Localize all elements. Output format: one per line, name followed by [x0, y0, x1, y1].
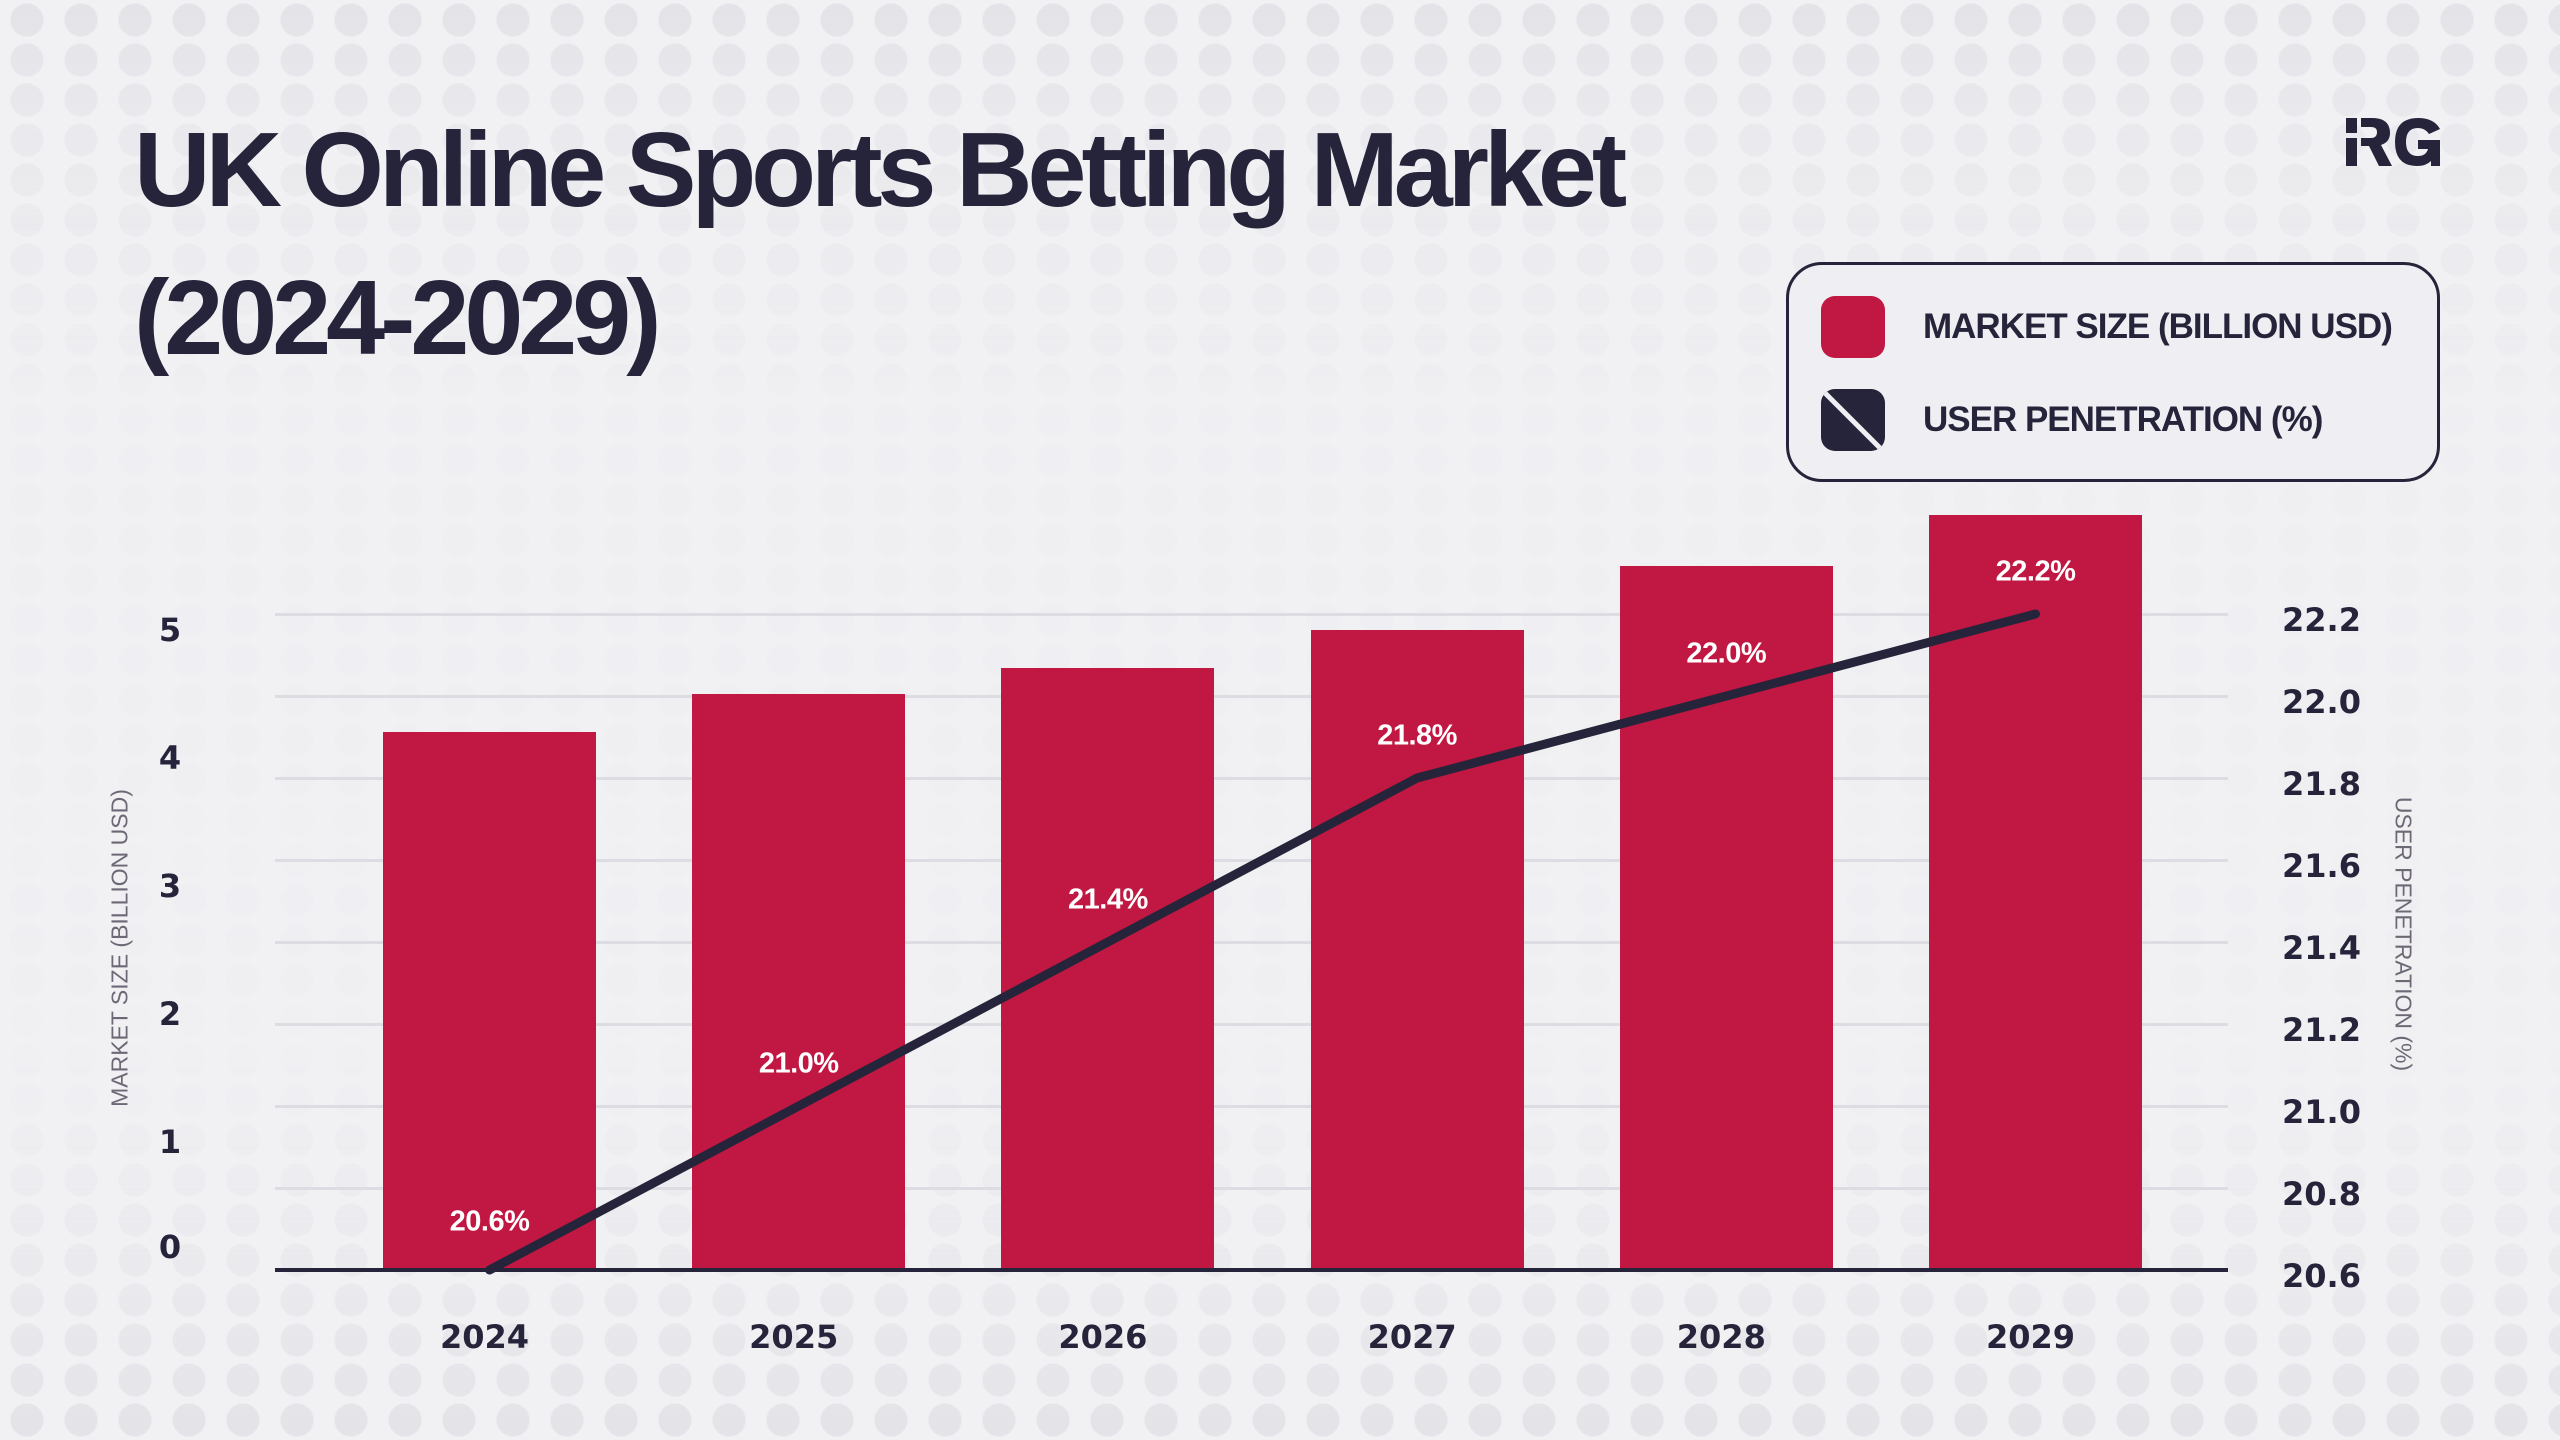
left-axis-tick: 0 [158, 1228, 182, 1266]
legend-item-market-size[interactable]: MARKET SIZE (BILLION USD) [1821, 296, 2393, 358]
bar-2024[interactable] [383, 732, 596, 1270]
right-axis-tick: 20.8 [2282, 1175, 2361, 1213]
title-line-2: (2024-2029) [134, 259, 662, 377]
left-axis-tick: 2 [158, 995, 182, 1033]
right-axis-tick: 21.6 [2282, 847, 2361, 885]
data-label: 21.8% [1377, 719, 1457, 752]
x-axis-label: 2026 [1058, 1318, 1148, 1356]
title-line-1: UK Online Sports Betting Market [134, 111, 1627, 229]
left-axis-tick: 1 [158, 1123, 182, 1161]
rg-logo-icon [2346, 118, 2440, 166]
left-axis-title: MARKET SIZE (BILLION USD) [106, 789, 133, 1107]
data-label: 22.0% [1686, 637, 1767, 670]
data-label: 20.6% [449, 1205, 530, 1238]
data-label: 21.0% [758, 1047, 839, 1080]
legend-label: MARKET SIZE (BILLION USD) [1923, 307, 2393, 346]
legend-label: USER PENETRATION (%) [1923, 400, 2323, 439]
bar-2029[interactable] [1929, 514, 2142, 1270]
data-label: 21.4% [1068, 883, 1148, 916]
legend: MARKET SIZE (BILLION USD) USER PENETRATI… [1786, 262, 2440, 482]
navy-slashed-square-swatch-icon [1821, 389, 1885, 451]
right-axis-tick: 21.8 [2282, 765, 2361, 803]
right-axis-tick: 22.0 [2282, 683, 2361, 721]
x-axis-label: 2024 [439, 1318, 530, 1356]
red-square-swatch-icon [1821, 296, 1885, 358]
bar-2026[interactable] [1001, 668, 1215, 1270]
left-axis-tick: 3 [158, 867, 182, 905]
right-axis-tick: 21.0 [2282, 1093, 2361, 1131]
right-axis-tick: 21.4 [2282, 929, 2361, 967]
bar-2025[interactable] [692, 694, 906, 1270]
right-axis-tick: 20.6 [2282, 1257, 2361, 1295]
bar-2028[interactable] [1619, 566, 1833, 1270]
page-title: UK Online Sports Betting Market (2024-20… [134, 96, 1627, 392]
right-axis-tick: 22.2 [2282, 601, 2361, 639]
x-axis-line [275, 1268, 2228, 1272]
data-label: 22.2% [1995, 555, 2076, 588]
x-axis-label: 2025 [749, 1318, 839, 1356]
right-axis-tick: 21.2 [2282, 1011, 2361, 1049]
legend-item-user-penetration[interactable]: USER PENETRATION (%) [1821, 389, 2323, 451]
x-axis-label: 2029 [1985, 1318, 2076, 1356]
left-axis-tick: 5 [158, 611, 182, 649]
left-axis-tick: 4 [158, 739, 182, 777]
x-axis-label: 2028 [1676, 1318, 1766, 1356]
right-axis-title: USER PENETRATION (%) [2390, 796, 2417, 1072]
x-axis-label: 2027 [1367, 1318, 1457, 1356]
